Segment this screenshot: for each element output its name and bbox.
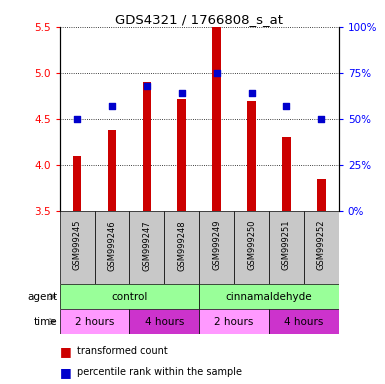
- Point: [214, 70, 220, 76]
- Text: GSM999245: GSM999245: [73, 220, 82, 270]
- Text: 2 hours: 2 hours: [75, 316, 114, 327]
- Bar: [129, 309, 199, 334]
- Text: GSM999250: GSM999250: [247, 220, 256, 270]
- Text: GSM999248: GSM999248: [177, 220, 186, 271]
- Bar: [108, 130, 116, 211]
- Text: transformed count: transformed count: [77, 346, 168, 356]
- Text: control: control: [111, 291, 147, 302]
- Text: GSM999249: GSM999249: [212, 220, 221, 270]
- Text: 2 hours: 2 hours: [214, 316, 254, 327]
- Bar: [199, 309, 269, 334]
- Text: GSM999251: GSM999251: [282, 220, 291, 270]
- Bar: [142, 82, 151, 211]
- Bar: [60, 211, 95, 284]
- Title: GDS4321 / 1766808_s_at: GDS4321 / 1766808_s_at: [115, 13, 283, 26]
- Bar: [234, 211, 269, 284]
- Text: GSM999247: GSM999247: [142, 220, 151, 271]
- Point: [144, 83, 150, 89]
- Bar: [60, 284, 199, 309]
- Point: [248, 90, 254, 96]
- Text: time: time: [34, 316, 58, 327]
- Point: [109, 103, 115, 109]
- Bar: [282, 137, 291, 211]
- Text: 4 hours: 4 hours: [145, 316, 184, 327]
- Text: percentile rank within the sample: percentile rank within the sample: [77, 367, 242, 377]
- Text: agent: agent: [28, 291, 58, 302]
- Bar: [177, 99, 186, 211]
- Text: ■: ■: [60, 366, 72, 379]
- Bar: [212, 27, 221, 211]
- Bar: [269, 211, 304, 284]
- Text: cinnamaldehyde: cinnamaldehyde: [226, 291, 312, 302]
- Bar: [304, 211, 339, 284]
- Bar: [199, 211, 234, 284]
- Bar: [73, 156, 82, 211]
- Bar: [269, 309, 339, 334]
- Bar: [95, 211, 129, 284]
- Point: [179, 90, 185, 96]
- Text: ■: ■: [60, 345, 72, 358]
- Bar: [317, 179, 326, 211]
- Bar: [199, 284, 339, 309]
- Text: GSM999246: GSM999246: [107, 220, 117, 271]
- Point: [283, 103, 290, 109]
- Bar: [164, 211, 199, 284]
- Bar: [129, 211, 164, 284]
- Point: [74, 116, 80, 122]
- Text: 4 hours: 4 hours: [284, 316, 324, 327]
- Point: [318, 116, 325, 122]
- Bar: [247, 101, 256, 211]
- Text: GSM999252: GSM999252: [317, 220, 326, 270]
- Bar: [60, 309, 129, 334]
